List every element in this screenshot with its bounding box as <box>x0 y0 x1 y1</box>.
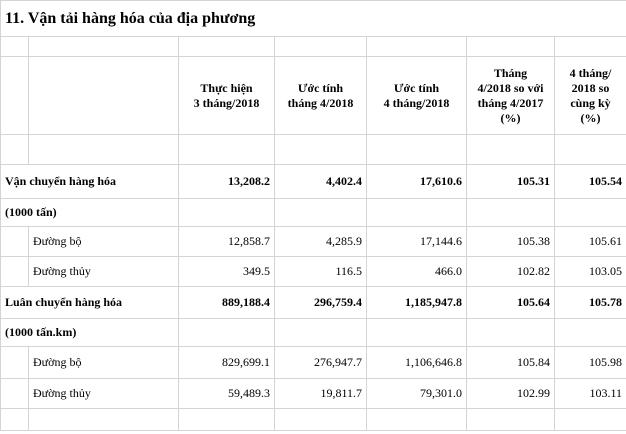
value-cell: 349.5 <box>178 256 275 287</box>
cell <box>553 318 626 347</box>
value-cell: 466.0 <box>366 256 467 287</box>
cell <box>466 408 555 431</box>
column-header: Thực hiện 3 tháng/2018 <box>178 56 275 135</box>
column-header: Ước tính tháng 4/2018 <box>274 56 367 135</box>
value-cell: 296,759.4 <box>274 286 367 319</box>
value-cell: 105.54 <box>553 164 626 199</box>
cell <box>28 408 179 431</box>
cell <box>366 318 467 347</box>
cell <box>178 198 275 227</box>
value-cell: 13,208.2 <box>178 164 275 199</box>
value-cell: 105.98 <box>553 346 626 379</box>
value-cell: 1,185,947.8 <box>366 286 467 319</box>
row-label: Vận chuyển hàng hóa <box>0 164 179 199</box>
cell <box>553 198 626 227</box>
row-label: (1000 tấn) <box>0 198 179 227</box>
value-cell: 116.5 <box>274 256 367 287</box>
cell <box>553 408 626 431</box>
cell <box>178 408 275 431</box>
cell <box>274 198 367 227</box>
row-label: Đường thủy <box>28 256 179 287</box>
cell <box>178 318 275 347</box>
cell <box>0 346 29 379</box>
row-label: (1000 tấn.km) <box>0 318 179 347</box>
value-cell: 105.61 <box>553 226 626 257</box>
row-label: Luân chuyển hàng hóa <box>0 286 179 319</box>
value-cell: 105.78 <box>553 286 626 319</box>
cell <box>0 226 29 257</box>
row-label: Đường bộ <box>28 346 179 379</box>
value-cell: 12,858.7 <box>178 226 275 257</box>
cell <box>366 408 467 431</box>
value-cell: 4,402.4 <box>274 164 367 199</box>
value-cell: 17,610.6 <box>366 164 467 199</box>
value-cell: 105.64 <box>466 286 555 319</box>
value-cell: 276,947.7 <box>274 346 367 379</box>
value-cell: 105.38 <box>466 226 555 257</box>
value-cell: 103.05 <box>553 256 626 287</box>
cell <box>466 198 555 227</box>
column-header: Tháng 4/2018 so với tháng 4/2017 (%) <box>466 56 555 135</box>
cell <box>0 378 29 409</box>
value-cell: 4,285.9 <box>274 226 367 257</box>
cell <box>366 198 467 227</box>
column-header: Ước tính 4 tháng/2018 <box>366 56 467 135</box>
value-cell: 102.99 <box>466 378 555 409</box>
value-cell: 1,106,646.8 <box>366 346 467 379</box>
value-cell: 105.31 <box>466 164 555 199</box>
value-cell: 829,699.1 <box>178 346 275 379</box>
cell <box>0 256 29 287</box>
value-cell: 19,811.7 <box>274 378 367 409</box>
value-cell: 79,301.0 <box>366 378 467 409</box>
value-cell: 102.82 <box>466 256 555 287</box>
cell <box>466 318 555 347</box>
cell <box>274 408 367 431</box>
value-cell: 103.11 <box>553 378 626 409</box>
value-cell: 889,188.4 <box>178 286 275 319</box>
row-label: Đường bộ <box>28 226 179 257</box>
row-label: Đường thủy <box>28 378 179 409</box>
cell <box>0 408 29 431</box>
table-title: 11. Vận tải hàng hóa của địa phương <box>0 0 626 37</box>
value-cell: 17,144.6 <box>366 226 467 257</box>
column-header: 4 tháng/ 2018 so cùng kỳ (%) <box>553 56 626 135</box>
cell <box>274 318 367 347</box>
value-cell: 59,489.3 <box>178 378 275 409</box>
value-cell: 105.84 <box>466 346 555 379</box>
